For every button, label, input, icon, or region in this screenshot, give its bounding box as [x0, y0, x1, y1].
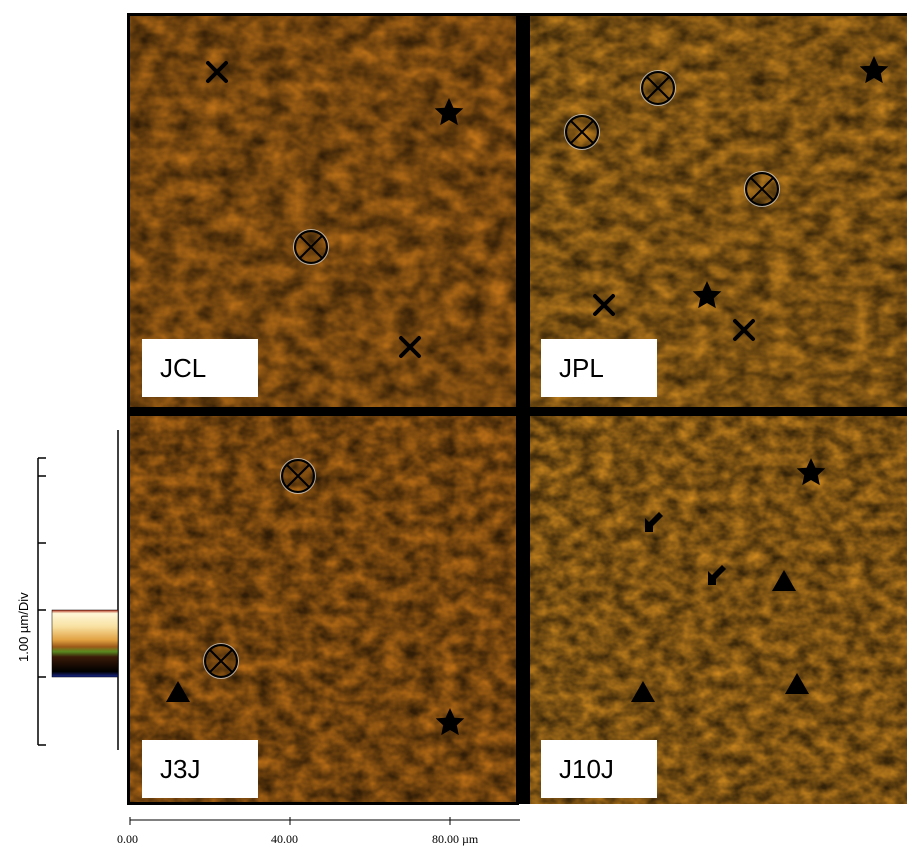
x-axis — [129, 817, 520, 825]
panel-j10j — [530, 416, 907, 804]
panel-label-j3j: J3J — [142, 740, 258, 798]
panel-label-jpl: JPL — [541, 339, 657, 397]
height-scale — [37, 430, 119, 750]
panel-j3j — [130, 416, 516, 804]
outer-border-bottom — [127, 802, 519, 805]
outer-border-top — [127, 13, 907, 16]
x-tick-80: 80.00 µm — [432, 832, 479, 846]
outer-border-left — [127, 15, 130, 804]
afm-texture — [530, 416, 907, 804]
horizontal-divider — [130, 407, 907, 416]
scale-title: 1.00 µm/Div — [16, 592, 31, 662]
panel-label-jcl: JCL — [142, 339, 258, 397]
afm-texture — [130, 416, 516, 804]
panel-label-j10j: J10J — [541, 740, 657, 798]
x-tick-40: 40.00 — [271, 832, 298, 846]
x-tick-0: 0.00 — [117, 832, 138, 846]
